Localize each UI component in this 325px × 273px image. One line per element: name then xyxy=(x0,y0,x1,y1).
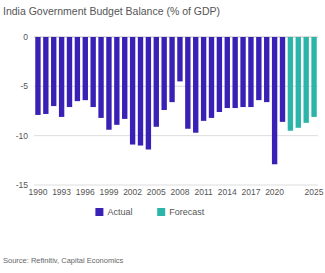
bar xyxy=(264,37,269,102)
x-tick-label: 2005 xyxy=(147,187,166,197)
bar xyxy=(114,37,119,125)
bar xyxy=(75,37,80,101)
bar xyxy=(169,37,174,102)
bar xyxy=(296,37,301,128)
title: India Government Budget Balance (% of GD… xyxy=(3,5,220,17)
bar xyxy=(288,37,293,131)
bar xyxy=(146,37,151,149)
x-tick-label: 2002 xyxy=(123,187,142,197)
bar xyxy=(43,37,48,114)
legend-swatch xyxy=(95,208,103,216)
x-tick-label: 1996 xyxy=(76,187,95,197)
x-tick-label: 2008 xyxy=(170,187,189,197)
legend-label: Actual xyxy=(107,207,132,217)
bar xyxy=(83,37,88,100)
bar xyxy=(240,37,245,107)
bar xyxy=(256,37,261,100)
bar xyxy=(59,37,64,117)
grid-line xyxy=(34,185,318,186)
x-tick-label: 2017 xyxy=(241,187,260,197)
bar xyxy=(106,37,111,130)
bar xyxy=(161,37,166,110)
bar xyxy=(193,37,198,133)
bar xyxy=(90,37,95,107)
bar xyxy=(232,37,237,108)
bar xyxy=(98,37,103,118)
legend-label: Forecast xyxy=(169,207,205,217)
x-tick-label: 2011 xyxy=(194,187,213,197)
bar xyxy=(209,37,214,118)
legend: Actual Forecast xyxy=(95,207,204,217)
bar xyxy=(311,37,316,117)
x-tick-label: 2020 xyxy=(265,187,284,197)
bars xyxy=(35,37,316,164)
bar xyxy=(138,37,143,146)
bar xyxy=(225,37,230,108)
bar xyxy=(201,37,206,121)
chart: India Government Budget Balance (% of GD… xyxy=(0,0,325,273)
bar xyxy=(177,37,182,81)
bar xyxy=(248,37,253,107)
y-tick-label: -15 xyxy=(16,180,29,190)
bar xyxy=(272,37,277,164)
y-tick-label: -5 xyxy=(20,81,28,91)
x-tick-label: 2014 xyxy=(218,187,237,197)
x-tick-label: 1999 xyxy=(99,187,118,197)
legend-swatch xyxy=(157,208,165,216)
bar xyxy=(217,37,222,112)
bar xyxy=(35,37,40,115)
y-tick-label: -10 xyxy=(16,131,29,141)
x-tick-label: 2025 xyxy=(305,187,324,197)
x-tick-label: 1993 xyxy=(52,187,71,197)
y-tick-label: 0 xyxy=(23,32,28,42)
bar xyxy=(122,37,127,119)
bar xyxy=(51,37,56,106)
bar xyxy=(303,37,308,123)
bar xyxy=(67,37,72,107)
bar xyxy=(185,37,190,129)
bar xyxy=(154,37,159,127)
source: Source: Refinitiv, Capital Economics xyxy=(3,256,124,265)
x-tick-label: 1990 xyxy=(28,187,47,197)
bar xyxy=(130,37,135,145)
bar xyxy=(280,37,285,122)
